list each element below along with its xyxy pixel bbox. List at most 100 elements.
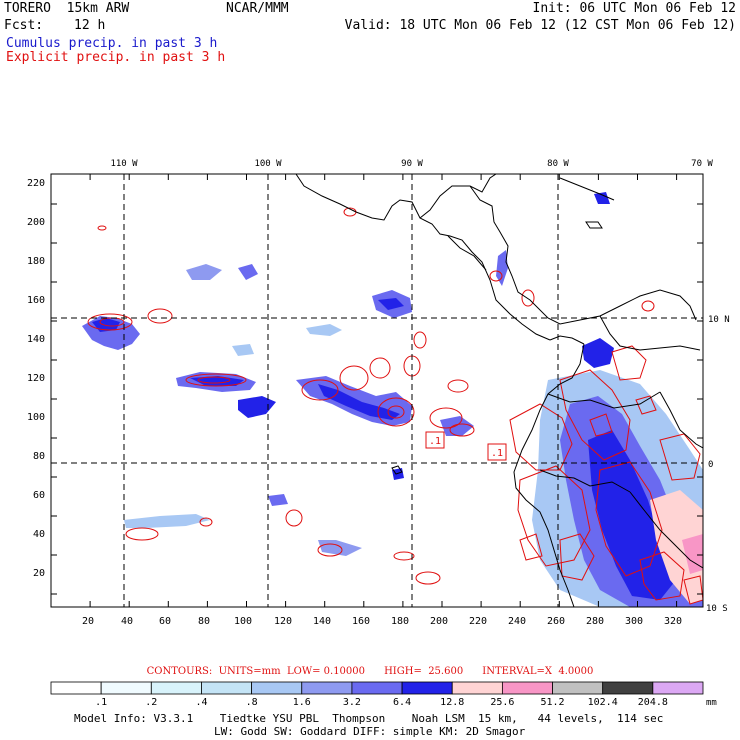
- lat-lon-grid: [51, 174, 703, 607]
- colorbar-label: 6.4: [393, 697, 411, 708]
- contour: [147, 308, 173, 324]
- contour: [199, 517, 213, 527]
- colorbar: [50, 681, 704, 695]
- colorbar-label: 51.2: [540, 697, 564, 708]
- y-tick-label: 80: [33, 451, 45, 462]
- border-peru-brazil: [629, 491, 703, 569]
- contour: [387, 405, 405, 419]
- border-brazil: [659, 391, 703, 449]
- contour: [339, 365, 369, 391]
- coastlines: [295, 174, 703, 607]
- contour: [449, 423, 475, 437]
- contour: [521, 289, 535, 307]
- precip-blob: [582, 338, 614, 368]
- colorbar-label: .2: [145, 697, 157, 708]
- colorbar-label: 204.8: [638, 697, 668, 708]
- colorbar-swatch: [50, 681, 102, 695]
- contour: [393, 551, 415, 561]
- contour: [639, 551, 685, 601]
- contour: [413, 331, 427, 349]
- contour: [589, 413, 613, 437]
- contours-info: CONTOURS: UNITS=mm LOW= 0.10000 HIGH= 25…: [146, 666, 594, 677]
- org-label: NCAR/MMM: [226, 1, 289, 16]
- border-central-america: [447, 235, 487, 271]
- map-content: [51, 174, 703, 607]
- precip-blob: [186, 264, 222, 280]
- x-tick-label: 240: [508, 616, 526, 627]
- colorbar-swatch: [552, 681, 604, 695]
- init-time: Init: 06 UTC Mon 06 Feb 12: [532, 1, 737, 16]
- border-panama-colombia: [549, 335, 585, 345]
- forecast-label: Fcst:: [4, 18, 44, 33]
- y-tick-label: 200: [27, 217, 45, 228]
- x-tick-label: 260: [547, 616, 565, 627]
- precip-blob: [268, 494, 288, 506]
- y-ticks: [51, 203, 703, 595]
- coastline-south-america-west: [513, 343, 585, 607]
- contour: [683, 575, 703, 605]
- y-tick-label: 20: [33, 568, 45, 579]
- colorbar-label: .1: [95, 697, 107, 708]
- lat-label: 0: [708, 460, 713, 470]
- model-info-line1: Model Info: V3.3.1 Tiedtke YSU PBL Thomp…: [74, 712, 664, 725]
- model-title: TORERO 15km ARW: [4, 1, 130, 16]
- low-marker-label: .1: [491, 448, 503, 459]
- x-tick-label: 20: [82, 616, 94, 627]
- contour: [559, 369, 631, 461]
- colorbar-labels: .1 .2 .4 .8 1.6 3.2 6.4 12.8 25.6 51.2 102.4 204.8: [95, 697, 668, 708]
- contour: [509, 403, 573, 471]
- border-ecuador-peru: [539, 469, 631, 493]
- island-galapagos: [391, 465, 403, 475]
- coastline-caribbean: [469, 185, 697, 325]
- colorbar-label: 25.6: [490, 697, 514, 708]
- colorbar-swatch: [451, 681, 503, 695]
- precip-blob: [594, 192, 610, 204]
- contour: [125, 527, 159, 541]
- colorbar-swatch: [652, 681, 704, 695]
- contour: [611, 345, 647, 381]
- precip-blob: [306, 324, 342, 336]
- model-info-line2: LW: Godd SW: Goddard DIFF: simple KM: 2D…: [214, 725, 526, 738]
- x-tick-label: 160: [352, 616, 370, 627]
- colorbar-swatch: [251, 681, 303, 695]
- cumulus-precip-shading: [82, 192, 703, 607]
- x-tick-label: 100: [234, 616, 252, 627]
- contour: [87, 313, 133, 331]
- precip-blob: [238, 396, 276, 418]
- contour: [659, 433, 701, 481]
- coastline-yucatan: [419, 174, 497, 219]
- precip-blob: [440, 416, 474, 436]
- field-explicit-label: Explicit precip. in past 3 h: [6, 50, 226, 65]
- contour: [185, 373, 247, 387]
- colorbar-swatch: [100, 681, 152, 695]
- field-cumulus-label: Cumulus precip. in past 3 h: [6, 36, 218, 51]
- lat-label: 10 N: [708, 315, 730, 325]
- colorbar-swatch: [501, 681, 553, 695]
- contour: [517, 465, 591, 567]
- x-tick-label: 140: [313, 616, 331, 627]
- border-venezuela: [599, 315, 701, 351]
- precip-blob: [318, 384, 400, 420]
- contour: [595, 461, 663, 577]
- contour: [489, 270, 503, 282]
- x-tick-label: 40: [121, 616, 133, 627]
- low-marker-box: [487, 443, 507, 461]
- y-tick-labels: 20 40 60 80 100 120 140 160 180 200 220: [27, 178, 45, 579]
- colorbar-swatch: [201, 681, 253, 695]
- y-tick-label: 220: [27, 178, 45, 189]
- precip-blob: [232, 344, 254, 356]
- precip-blob: [588, 430, 676, 600]
- contour: [285, 509, 303, 527]
- low-marker-label: .1: [429, 436, 441, 447]
- x-tick-labels: 20 40 60 80 100 120 140 160 180 200 220 …: [82, 616, 682, 627]
- lon-label: 80 W: [547, 159, 569, 169]
- y-tick-label: 160: [27, 295, 45, 306]
- precip-blob: [124, 514, 210, 528]
- contour: [415, 571, 441, 585]
- low-marker-box: [425, 431, 445, 449]
- y-tick-label: 100: [27, 412, 45, 423]
- x-tick-label: 280: [586, 616, 604, 627]
- x-tick-label: 320: [664, 616, 682, 627]
- contour: [197, 376, 231, 384]
- colorbar-label: .8: [246, 697, 258, 708]
